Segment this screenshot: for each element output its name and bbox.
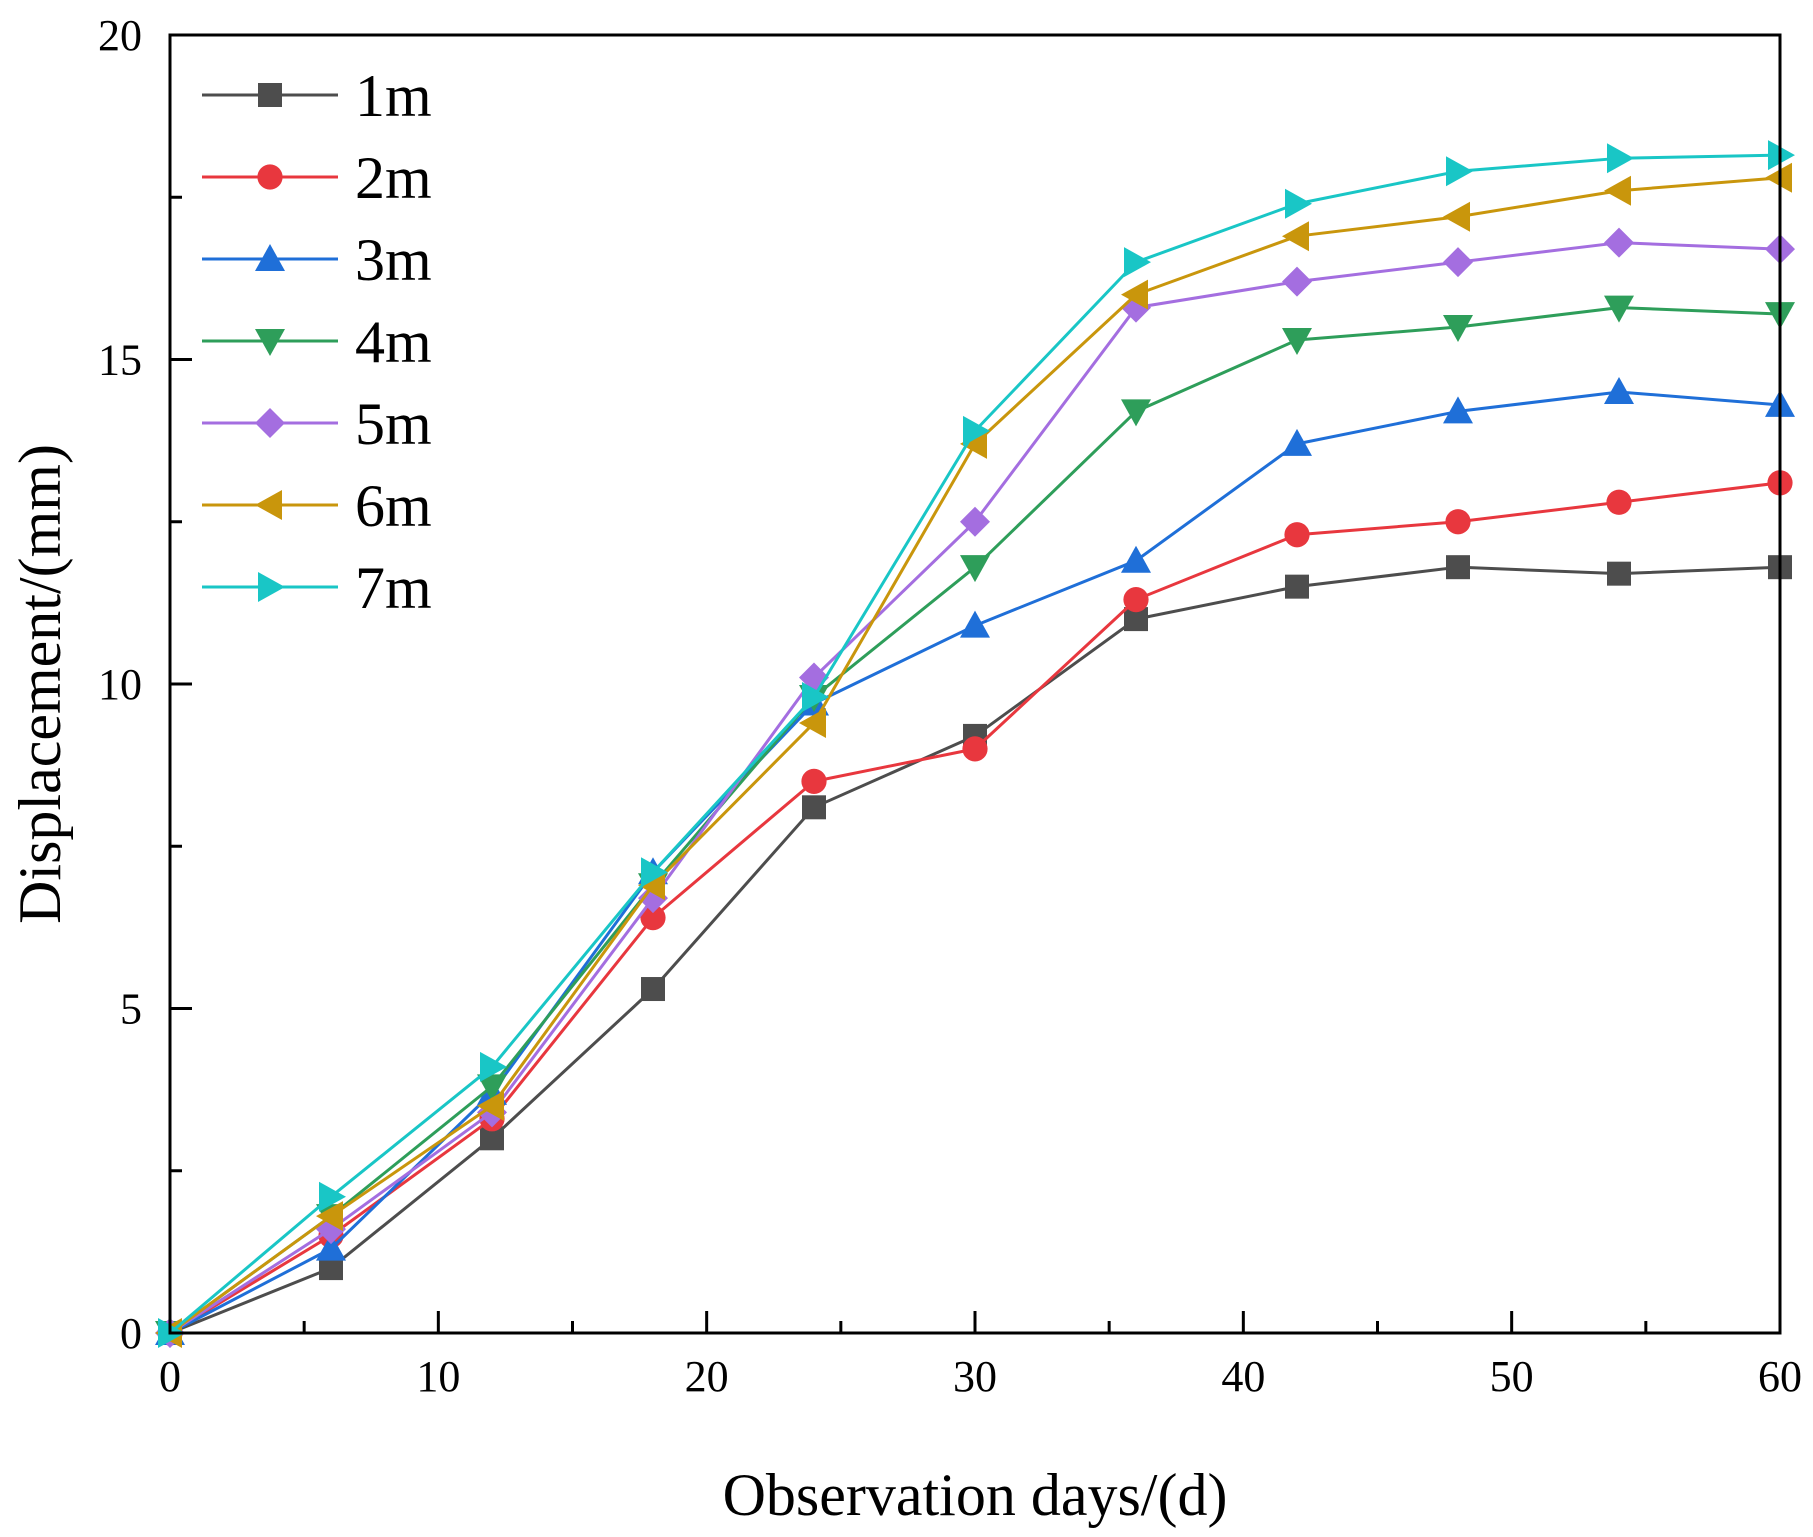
data-point: [1604, 175, 1631, 206]
data-point: [480, 1051, 507, 1082]
data-point: [316, 1233, 346, 1261]
data-point: [1607, 561, 1631, 586]
data-point: [641, 857, 668, 888]
data-point: [640, 905, 666, 931]
legend-marker: [255, 329, 285, 356]
data-point: [801, 768, 827, 794]
data-point: [477, 1090, 504, 1121]
data-point: [1443, 201, 1470, 232]
data-point: [960, 555, 990, 583]
data-point: [1284, 522, 1310, 548]
y-tick-label: 0: [120, 1309, 142, 1358]
legend-item: 5m: [202, 391, 432, 457]
legend-marker: [255, 244, 285, 271]
legend-label: 3m: [355, 227, 432, 293]
data-point: [1607, 143, 1634, 174]
data-point: [802, 681, 829, 712]
data-point: [799, 707, 826, 738]
data-point: [802, 795, 826, 820]
data-point: [960, 428, 987, 459]
data-point: [1121, 545, 1151, 573]
x-tick-label: 10: [416, 1352, 460, 1401]
data-point: [1443, 315, 1473, 343]
data-point: [960, 610, 990, 638]
data-point: [1124, 247, 1151, 278]
x-tick-label: 60: [1758, 1352, 1802, 1401]
legend-item: 7m: [202, 555, 432, 621]
x-axis-title: Observation days/(d): [723, 1462, 1228, 1528]
x-tick-label: 30: [953, 1352, 997, 1401]
legend-label: 5m: [355, 391, 432, 457]
series-7m: [158, 140, 1795, 1348]
legend-marker: [258, 83, 282, 107]
data-point: [1121, 279, 1148, 310]
x-tick-label: 0: [159, 1352, 181, 1401]
data-point: [1123, 587, 1149, 613]
y-tick-label: 10: [98, 660, 142, 709]
data-point: [1443, 247, 1473, 278]
legend-label: 7m: [355, 555, 432, 621]
legend-marker: [258, 572, 285, 602]
y-tick-label: 5: [120, 985, 142, 1034]
legend-item: 3m: [202, 227, 432, 293]
data-point: [1282, 221, 1309, 252]
y-tick-label: 15: [98, 336, 142, 385]
y-tick-label: 20: [98, 11, 142, 60]
data-point: [962, 736, 988, 762]
tick-labels: 0 10 20 30 40 50 60 0 5 10 15 20: [98, 11, 1802, 1401]
legend-item: 1m: [202, 63, 432, 129]
data-point: [1121, 399, 1151, 427]
data-point: [641, 977, 665, 1002]
legend-item: 6m: [202, 473, 432, 539]
data-point: [1446, 156, 1473, 187]
legend-marker: [257, 164, 283, 190]
data-point: [1285, 574, 1309, 599]
legend-label: 4m: [355, 309, 432, 375]
legend-label: 1m: [355, 63, 432, 129]
data-point: [316, 1201, 343, 1232]
data-point: [1285, 188, 1312, 219]
data-point: [477, 1074, 507, 1102]
data-point: [1604, 295, 1634, 323]
data-point: [960, 506, 990, 537]
legend: 1m 2m 3m 4m 5m 6m 7m: [202, 63, 432, 621]
data-point: [319, 1181, 346, 1212]
x-tick-label: 40: [1221, 1352, 1265, 1401]
plot-frame: [168, 33, 1782, 1335]
x-tick-label: 20: [685, 1352, 729, 1401]
data-point: [1282, 428, 1312, 456]
legend-label: 2m: [355, 145, 432, 211]
data-point: [638, 870, 665, 901]
data-point: [1282, 266, 1312, 297]
legend-marker: [255, 490, 282, 520]
data-point: [1443, 396, 1473, 424]
data-point: [1445, 509, 1471, 535]
y-axis-title: Displacement/(mm): [7, 444, 73, 924]
data-point: [1604, 376, 1634, 404]
data-point: [1282, 328, 1312, 356]
legend-label: 6m: [355, 473, 432, 539]
data-point: [963, 415, 990, 446]
legend-item: 2m: [202, 145, 432, 211]
legend-marker: [255, 408, 285, 438]
legend-item: 4m: [202, 309, 432, 375]
x-tick-label: 50: [1490, 1352, 1534, 1401]
data-point: [1604, 227, 1634, 258]
data-point: [1446, 555, 1470, 580]
data-point: [1606, 489, 1632, 515]
